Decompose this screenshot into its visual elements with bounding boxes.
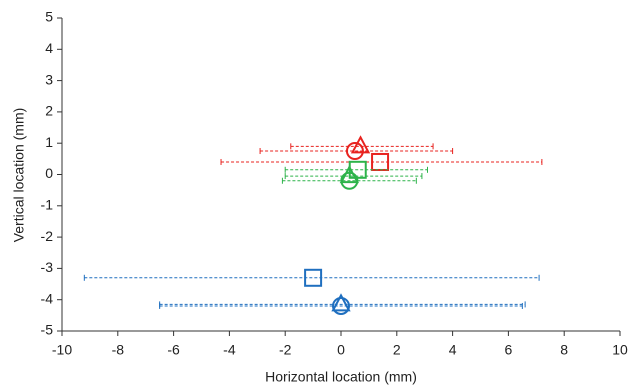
point xyxy=(332,296,350,315)
x-tick-label: 0 xyxy=(337,342,345,358)
x-tick-label: 4 xyxy=(449,342,457,358)
x-tick-label: -4 xyxy=(223,342,236,358)
y-tick-label: -4 xyxy=(41,290,54,306)
x-tick-label: -6 xyxy=(167,342,180,358)
y-tick-label: 5 xyxy=(45,9,53,25)
y-tick-label: 3 xyxy=(45,71,53,87)
point xyxy=(331,293,351,312)
y-tick-label: -5 xyxy=(41,322,54,338)
x-tick-label: 6 xyxy=(505,342,513,358)
y-tick-label: 2 xyxy=(45,103,53,119)
point xyxy=(304,268,323,287)
point xyxy=(371,152,390,171)
x-tick-label: 2 xyxy=(393,342,401,358)
x-tick-label: -10 xyxy=(52,342,72,358)
y-tick-label: -1 xyxy=(41,197,54,213)
y-tick-label: 0 xyxy=(45,165,53,181)
point xyxy=(345,142,364,161)
x-tick-label: -2 xyxy=(279,342,292,358)
point xyxy=(340,171,359,190)
point xyxy=(350,135,371,154)
x-axis-title: Horizontal location (mm) xyxy=(265,369,417,385)
y-tick-label: 4 xyxy=(45,40,53,56)
y-axis-title: Vertical location (mm) xyxy=(11,108,27,243)
x-tick-label: -8 xyxy=(112,342,125,358)
y-tick-label: -2 xyxy=(41,228,54,244)
y-tick-label: 1 xyxy=(45,134,53,150)
y-tick-label: -3 xyxy=(41,259,54,275)
x-tick-label: 8 xyxy=(560,342,568,358)
x-tick-label: 10 xyxy=(612,342,628,358)
